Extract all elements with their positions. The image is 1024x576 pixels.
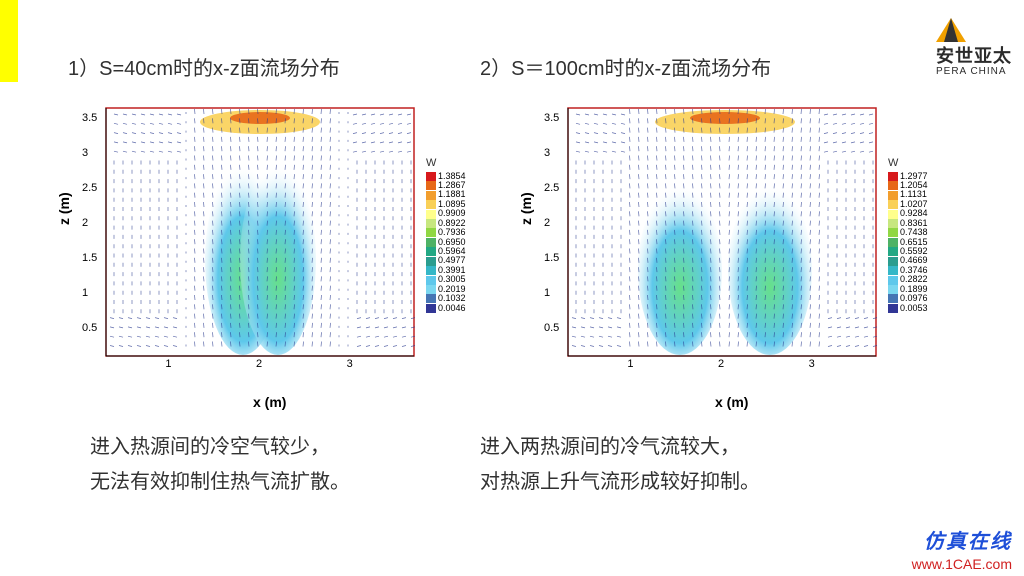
- legend-swatch: [426, 266, 436, 275]
- legend-title: W: [888, 158, 952, 170]
- legend-swatch: [426, 294, 436, 303]
- x-axis-label: x (m): [715, 394, 748, 410]
- legend-swatch: [888, 210, 898, 219]
- legend-swatch: [426, 247, 436, 256]
- y-tick: 1.5: [82, 252, 97, 264]
- legend-swatch: [426, 181, 436, 190]
- legend-swatch: [888, 266, 898, 275]
- caption-line: 对热源上升气流形成较好抑制。: [480, 465, 760, 500]
- chart-right: z (m) x (m) W 1.29771.20541.11311.02070.…: [520, 100, 950, 390]
- accent-bar: [0, 0, 18, 82]
- legend-swatch: [426, 172, 436, 181]
- legend-swatch: [888, 228, 898, 237]
- y-tick: 2.5: [82, 182, 97, 194]
- caption-left: 进入热源间的冷空气较少， 无法有效抑制住热气流扩散。: [90, 430, 350, 500]
- x-tick: 2: [256, 358, 262, 370]
- legend-swatch: [426, 257, 436, 266]
- x-axis-label: x (m): [253, 394, 286, 410]
- x-tick: 3: [809, 358, 815, 370]
- legend-swatch: [888, 200, 898, 209]
- logo-text-cn: 安世亚太: [936, 47, 1012, 67]
- legend-swatch: [888, 276, 898, 285]
- legend-row: 0.0053: [888, 304, 952, 313]
- y-axis-label: z (m): [56, 192, 72, 225]
- legend-left: W 1.38541.28671.18811.08950.99090.89220.…: [426, 158, 490, 313]
- logo: 安世亚太 PERA CHINA: [936, 18, 1012, 77]
- y-tick: 1: [82, 287, 88, 299]
- legend-value: 0.0053: [900, 304, 928, 313]
- legend-swatch: [888, 294, 898, 303]
- footer-brand: 仿真在线: [924, 525, 1012, 554]
- legend-swatch: [888, 238, 898, 247]
- footer-url: www.1CAE.com: [912, 556, 1012, 572]
- legend-value: 0.0046: [438, 304, 466, 313]
- legend-swatch: [426, 285, 436, 294]
- x-tick: 1: [627, 358, 633, 370]
- legend-swatch: [888, 304, 898, 313]
- caption-line: 无法有效抑制住热气流扩散。: [90, 465, 350, 500]
- y-tick: 3: [82, 147, 88, 159]
- y-tick: 1: [544, 287, 550, 299]
- legend-title: W: [426, 158, 490, 170]
- flowfield-right: [520, 100, 950, 390]
- y-tick: 2: [82, 217, 88, 229]
- legend-swatch: [426, 210, 436, 219]
- caption-line: 进入两热源间的冷气流较大，: [480, 430, 760, 465]
- x-tick: 3: [347, 358, 353, 370]
- legend-swatch: [426, 238, 436, 247]
- legend-swatch: [888, 172, 898, 181]
- y-tick: 1.5: [544, 252, 559, 264]
- legend-swatch: [888, 181, 898, 190]
- legend-swatch: [426, 228, 436, 237]
- y-tick: 0.5: [544, 322, 559, 334]
- title-left: 1）S=40cm时的x-z面流场分布: [68, 52, 340, 81]
- flowfield-left: [58, 100, 488, 390]
- legend-swatch: [426, 304, 436, 313]
- y-tick: 3.5: [82, 112, 97, 124]
- y-tick: 3: [544, 147, 550, 159]
- caption-line: 进入热源间的冷空气较少，: [90, 430, 350, 465]
- legend-swatch: [426, 276, 436, 285]
- logo-text-en: PERA CHINA: [936, 66, 1012, 77]
- y-axis-label: z (m): [518, 192, 534, 225]
- legend-swatch: [888, 247, 898, 256]
- legend-swatch: [888, 191, 898, 200]
- legend-swatch: [888, 219, 898, 228]
- legend-swatch: [426, 200, 436, 209]
- legend-swatch: [888, 257, 898, 266]
- y-tick: 2.5: [544, 182, 559, 194]
- legend-right: W 1.29771.20541.11311.02070.92840.83610.…: [888, 158, 952, 313]
- x-tick: 2: [718, 358, 724, 370]
- caption-right: 进入两热源间的冷气流较大， 对热源上升气流形成较好抑制。: [480, 430, 760, 500]
- x-tick: 1: [165, 358, 171, 370]
- title-right: 2）S＝100cm时的x-z面流场分布: [480, 52, 771, 81]
- chart-left: z (m) x (m) W 1.38541.28671.18811.08950.…: [58, 100, 488, 390]
- y-tick: 2: [544, 217, 550, 229]
- legend-row: 0.0046: [426, 304, 490, 313]
- legend-swatch: [888, 285, 898, 294]
- y-tick: 3.5: [544, 112, 559, 124]
- legend-swatch: [426, 191, 436, 200]
- logo-triangle-icon: [936, 18, 966, 47]
- y-tick: 0.5: [82, 322, 97, 334]
- legend-swatch: [426, 219, 436, 228]
